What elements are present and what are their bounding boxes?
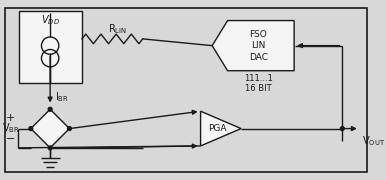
Text: FSO: FSO bbox=[250, 30, 267, 39]
Circle shape bbox=[29, 127, 33, 130]
Circle shape bbox=[68, 127, 71, 130]
FancyBboxPatch shape bbox=[19, 11, 82, 83]
Text: PGA: PGA bbox=[208, 124, 226, 133]
Text: V$_{\mathregular{DD}}$: V$_{\mathregular{DD}}$ bbox=[41, 14, 59, 28]
Polygon shape bbox=[201, 111, 241, 146]
Circle shape bbox=[48, 107, 52, 111]
Text: −: − bbox=[6, 134, 15, 144]
Text: I$_{\mathregular{BR}}$: I$_{\mathregular{BR}}$ bbox=[55, 90, 69, 104]
Text: 16 BIT: 16 BIT bbox=[245, 84, 272, 93]
Text: V$_{\mathregular{BR}}$: V$_{\mathregular{BR}}$ bbox=[2, 122, 20, 136]
Text: DAC: DAC bbox=[249, 53, 268, 62]
Polygon shape bbox=[31, 109, 69, 148]
Polygon shape bbox=[212, 21, 294, 71]
Circle shape bbox=[340, 127, 344, 130]
Text: LIN: LIN bbox=[251, 41, 266, 50]
Text: +: + bbox=[6, 113, 15, 123]
Text: 111...1: 111...1 bbox=[244, 74, 273, 83]
Circle shape bbox=[48, 146, 52, 150]
Text: V$_{\mathregular{OUT}}$: V$_{\mathregular{OUT}}$ bbox=[362, 134, 385, 148]
Text: R$_{\mathregular{LIN}}$: R$_{\mathregular{LIN}}$ bbox=[108, 22, 127, 36]
